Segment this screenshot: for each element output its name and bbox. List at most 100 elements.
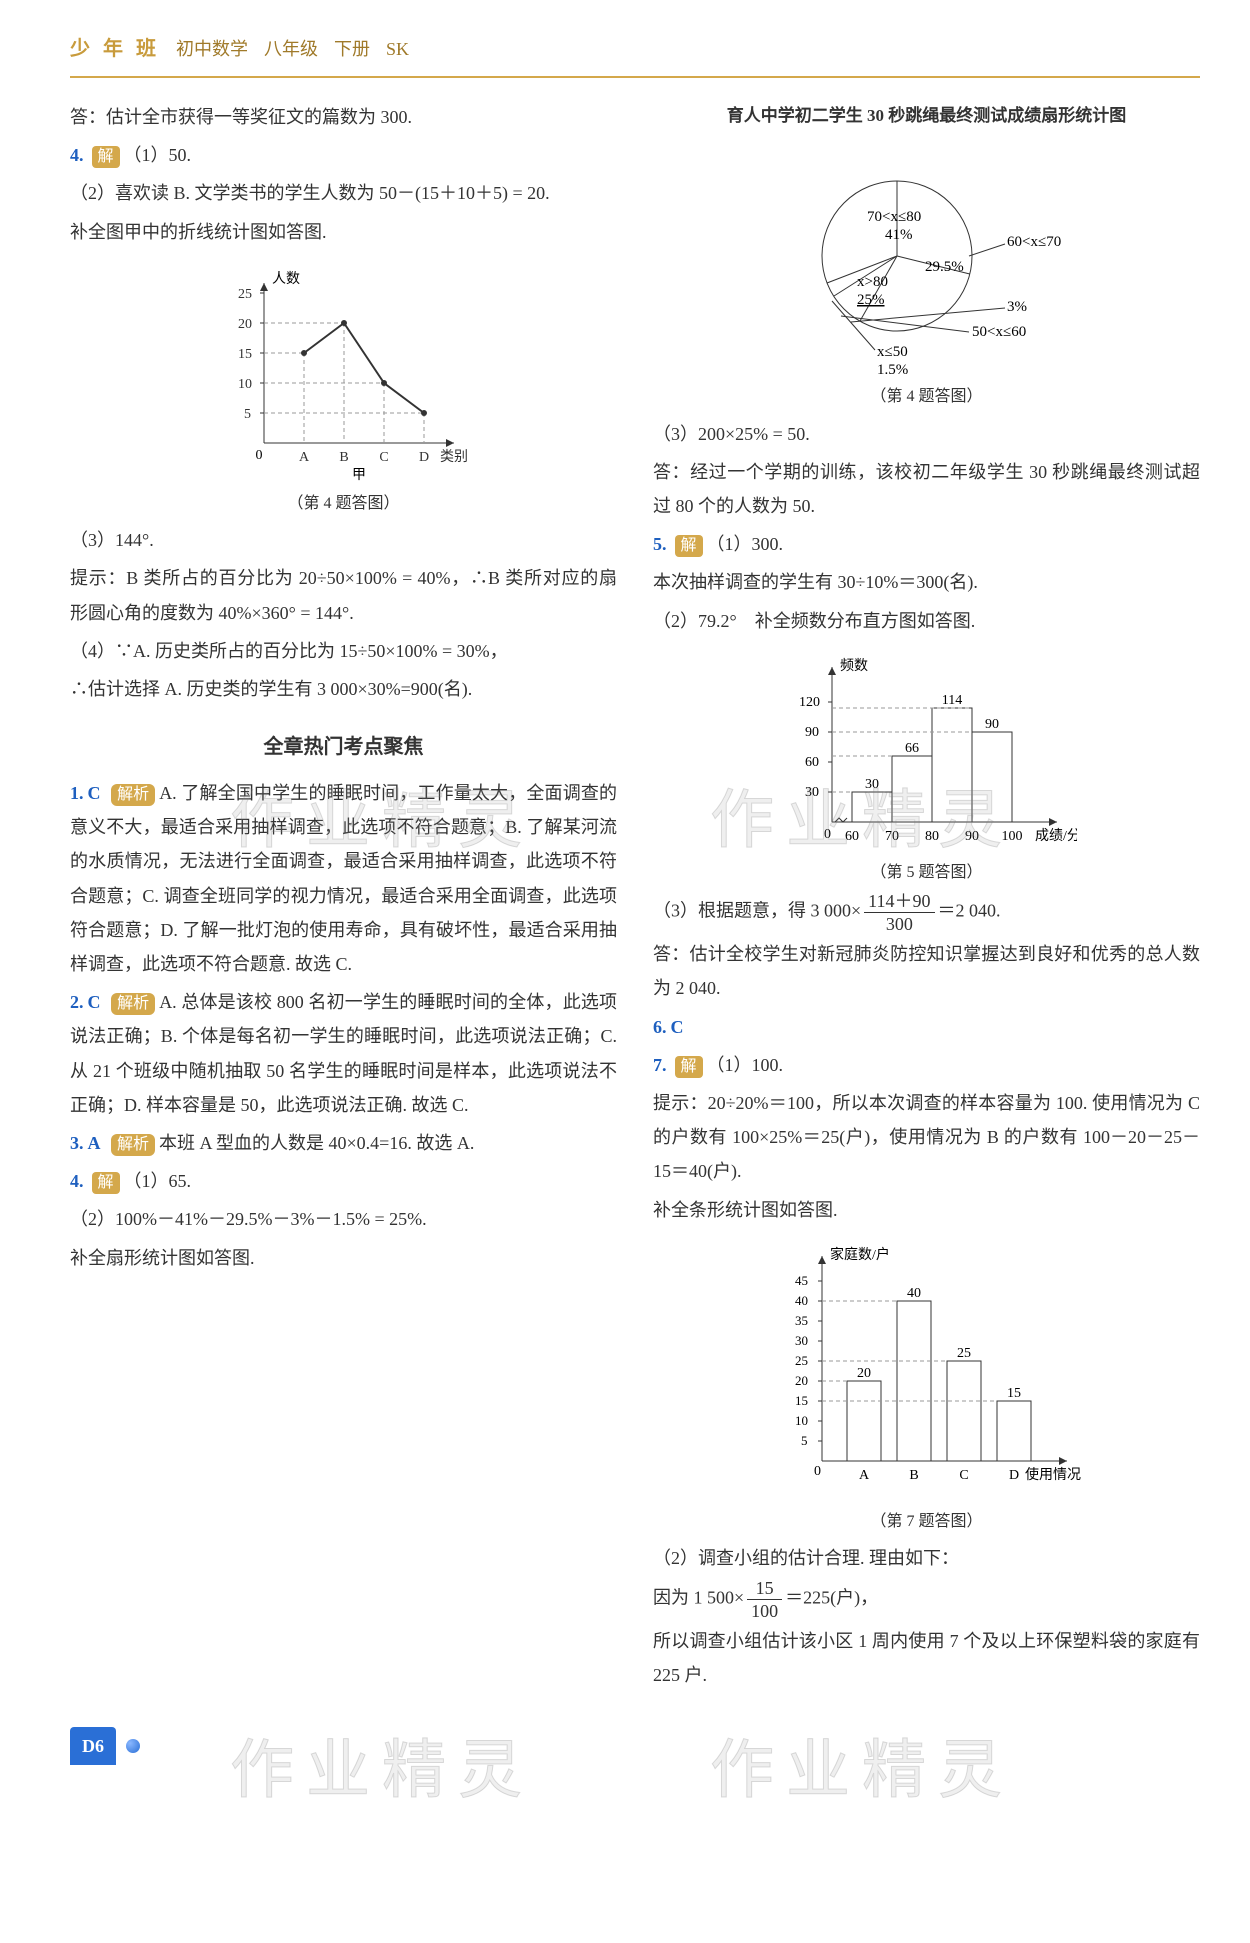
q4-3r-ans: 答：经过一个学期的训练，该校初二年级学生 30 秒跳绳最终测试超过 80 个的人…	[653, 455, 1200, 523]
bar7-svg: 家庭数/户 使用情况 5 10 15 20 25 30 35 40 45	[767, 1241, 1087, 1501]
q5-2a: （2）79.2° 补全频数分布直方图如答图.	[653, 604, 1200, 638]
svg-text:x≤50: x≤50	[877, 344, 908, 360]
hist5-caption: （第 5 题答图）	[653, 858, 1200, 888]
svg-text:60: 60	[805, 755, 819, 770]
svg-text:90: 90	[965, 829, 979, 844]
q4-3-hint: 提示：B 类所占的百分比为 20÷50×100% = 40%，∴B 类所对应的扇…	[70, 561, 617, 629]
ans: C	[88, 992, 101, 1012]
a4-1: （1）65.	[124, 1171, 192, 1191]
svg-text:10: 10	[795, 1413, 808, 1428]
svg-text:60: 60	[845, 829, 859, 844]
svg-text:20: 20	[238, 317, 252, 332]
svg-text:20: 20	[857, 1366, 871, 1381]
q4-1: （1）50.	[124, 145, 192, 165]
svg-text:60<x≤70: 60<x≤70	[1007, 234, 1061, 250]
hist5-wrap: 频数 成绩/分 30 60 90 120 60 70 80 90 100 0	[653, 652, 1200, 852]
svg-text:A: A	[298, 450, 309, 465]
svg-text:100: 100	[1001, 829, 1022, 844]
q5-1: （1）300.	[707, 534, 784, 554]
q7-2b-b: ＝225(户)，	[785, 1588, 878, 1608]
svg-text:90: 90	[985, 717, 999, 732]
q4-line: 4. 解（1）50.	[70, 138, 617, 172]
q4-3r: （3）200×25% = 50.	[653, 417, 1200, 451]
svg-text:20: 20	[795, 1373, 808, 1388]
svg-text:D: D	[418, 450, 428, 465]
code: SK	[386, 32, 409, 66]
pie-title: 育人中学初二学生 30 秒跳绳最终测试成绩扇形统计图	[653, 100, 1200, 132]
q7-1hint: 提示：20÷20%＝100，所以本次调查的样本容量为 100. 使用情况为 C …	[653, 1086, 1200, 1189]
q4-2: （2）喜欢读 B. 文学类书的学生人数为 50－(15＋10＋5) = 20.	[70, 176, 617, 210]
svg-text:30: 30	[865, 777, 879, 792]
ans: C	[671, 1017, 684, 1037]
a1-text: A. 了解全国中学生的睡眠时间，工作量太大，全面调查的意义不大，最适合采用抽样调…	[70, 783, 617, 974]
fraction: 15100	[747, 1579, 782, 1620]
q5-3b: ＝2 040.	[938, 901, 1001, 921]
q4-4b: ∴估计选择 A. 历史类的学生有 3 000×30%=900(名).	[70, 672, 617, 706]
svg-text:10: 10	[238, 377, 252, 392]
volume: 下册	[334, 32, 370, 66]
chart4-svg: 人数 5 10 15 20 25 A	[214, 263, 474, 483]
svg-text:15: 15	[238, 347, 252, 362]
svg-text:A: A	[858, 1468, 869, 1483]
a4-2b: 补全扇形统计图如答图.	[70, 1241, 617, 1275]
q-num: 7.	[653, 1055, 667, 1075]
page-header: 少 年 班 初中数学 八年级 下册 SK	[70, 30, 1200, 78]
q7-1b: 补全条形统计图如答图.	[653, 1193, 1200, 1227]
svg-text:B: B	[909, 1468, 918, 1483]
q7-2a: （2）调查小组的估计合理. 理由如下：	[653, 1541, 1200, 1575]
svg-text:70<x≤80: 70<x≤80	[867, 209, 921, 225]
q7-2b: 因为 1 500×15100＝225(户)，	[653, 1579, 1200, 1620]
bar7-wrap: 家庭数/户 使用情况 5 10 15 20 25 30 35 40 45	[653, 1241, 1200, 1501]
svg-text:15: 15	[1007, 1386, 1021, 1401]
ans: A	[88, 1133, 101, 1153]
svg-text:15: 15	[795, 1393, 808, 1408]
jie-pill: 解	[92, 1172, 120, 1194]
svg-text:29.5%: 29.5%	[925, 259, 964, 275]
svg-text:类别: 类别	[440, 449, 468, 465]
svg-text:成绩/分: 成绩/分	[1035, 828, 1077, 844]
svg-text:30: 30	[795, 1333, 808, 1348]
jiexi-pill: 解析	[111, 993, 155, 1015]
q5-3: （3）根据题意，得 3 000×114＋90300＝2 040.	[653, 892, 1200, 933]
a3-text: 本班 A 型血的人数是 40×0.4=16. 故选 A.	[159, 1133, 474, 1153]
chart4-wrap: 人数 5 10 15 20 25 A	[70, 263, 617, 483]
page-footer: D6	[70, 1727, 1200, 1765]
svg-text:45: 45	[795, 1273, 808, 1288]
page-number: D6	[70, 1727, 116, 1765]
jie-pill: 解	[92, 146, 120, 168]
a2: 2.C 解析A. 总体是该校 800 名初一学生的睡眠时间的全体，此选项说法正确…	[70, 985, 617, 1122]
q-num: 6.	[653, 1017, 667, 1037]
svg-text:1.5%: 1.5%	[877, 362, 908, 376]
q5: 5.解（1）300.	[653, 527, 1200, 561]
ans-line: 答：估计全市获得一等奖征文的篇数为 300.	[70, 100, 617, 134]
a3: 3.A 解析本班 A 型血的人数是 40×0.4=16. 故选 A.	[70, 1126, 617, 1160]
q7-1: （1）100.	[707, 1055, 784, 1075]
svg-text:25: 25	[795, 1353, 808, 1368]
svg-text:甲: 甲	[352, 468, 366, 483]
q-num: 5.	[653, 534, 667, 554]
svg-text:D: D	[1008, 1468, 1018, 1483]
svg-text:0: 0	[814, 1464, 821, 1479]
q4-2b: 补全图甲中的折线统计图如答图.	[70, 215, 617, 249]
q4-3: （3）144°.	[70, 523, 617, 557]
series-logo: 少 年 班	[70, 30, 160, 68]
right-column: 育人中学初二学生 30 秒跳绳最终测试成绩扇形统计图 70<x≤80 41% 2…	[653, 96, 1200, 1697]
svg-text:25: 25	[957, 1346, 971, 1361]
q-num: 3.	[70, 1133, 84, 1153]
svg-text:家庭数/户: 家庭数/户	[830, 1246, 890, 1263]
q-num: 4.	[70, 145, 84, 165]
svg-text:66: 66	[905, 741, 919, 756]
svg-text:40: 40	[907, 1286, 921, 1301]
bar7-caption: （第 7 题答图）	[653, 1507, 1200, 1537]
pie-svg: 70<x≤80 41% 29.5% x>80 25% 60<x≤70 3% 50…	[747, 146, 1107, 376]
svg-text:0: 0	[255, 448, 262, 463]
svg-text:0: 0	[824, 827, 831, 842]
grade: 八年级	[264, 32, 318, 66]
svg-text:频数: 频数	[840, 658, 868, 674]
q5-3a: （3）根据题意，得 3 000×	[653, 901, 861, 921]
svg-text:人数: 人数	[272, 271, 300, 287]
pie-wrap: 70<x≤80 41% 29.5% x>80 25% 60<x≤70 3% 50…	[653, 146, 1200, 376]
footer-dot-icon	[126, 1739, 140, 1753]
a4-2: （2）100%－41%－29.5%－3%－1.5% = 25%.	[70, 1202, 617, 1236]
q6: 6.C	[653, 1010, 1200, 1044]
